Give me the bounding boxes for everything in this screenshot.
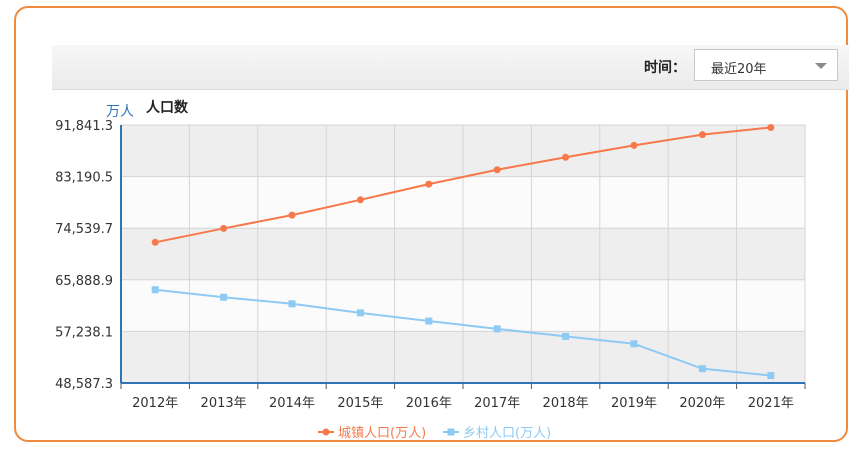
time-label: 时间： <box>644 60 686 76</box>
y-tick-label: 57,238.1 <box>55 325 113 340</box>
data-point <box>630 340 638 348</box>
x-tick-label: 2021年 <box>748 396 794 411</box>
data-point <box>220 293 228 301</box>
x-tick-label: 2018年 <box>543 396 589 411</box>
x-tick-label: 2016年 <box>406 396 452 411</box>
data-point <box>698 131 706 139</box>
legend-label: 城镇人口(万人) <box>338 426 426 441</box>
data-point <box>493 325 501 333</box>
time-range-value: 最近20年 <box>711 62 767 77</box>
data-point <box>767 372 775 380</box>
data-point <box>425 180 433 188</box>
y-axis-unit: 万人 <box>106 104 134 120</box>
data-point <box>493 166 501 174</box>
x-tick-label: 2020年 <box>679 396 725 411</box>
y-tick-label: 65,888.9 <box>55 274 113 289</box>
legend-marker <box>322 428 330 436</box>
data-point <box>288 211 296 219</box>
y-tick-label: 48,587.3 <box>55 377 113 392</box>
x-tick-label: 2019年 <box>611 396 657 411</box>
x-tick-label: 2012年 <box>132 396 178 411</box>
legend-label: 乡村人口(万人) <box>463 426 551 441</box>
data-point <box>767 123 775 131</box>
data-point <box>562 153 570 161</box>
data-point <box>151 286 159 294</box>
series-lines <box>151 123 775 380</box>
data-point <box>698 365 706 373</box>
x-tick-label: 2017年 <box>474 396 520 411</box>
series-line-urban <box>155 126 771 244</box>
y-tick-label: 74,539.7 <box>55 222 113 237</box>
data-point <box>151 238 159 246</box>
data-point <box>425 317 433 325</box>
data-point <box>630 141 638 149</box>
data-point <box>356 196 364 204</box>
axes <box>120 125 806 389</box>
x-tick-label: 2014年 <box>269 396 315 411</box>
time-range-select[interactable]: 最近20年 <box>694 49 838 81</box>
legend[interactable]: 城镇人口(万人) 乡村人口(万人) <box>318 426 551 441</box>
y-tick-labels: 48,587.3 57,238.1 65,888.9 74,539.7 83,190.5… <box>55 119 113 392</box>
chart-title: 人口数 <box>146 100 188 116</box>
series-line-rural <box>155 288 771 377</box>
x-tick-label: 2015年 <box>337 396 383 411</box>
data-point <box>220 224 228 232</box>
y-tick-label: 83,190.5 <box>55 171 113 186</box>
chevron-down-icon <box>815 63 827 69</box>
data-point <box>562 332 570 340</box>
data-point <box>356 309 364 317</box>
chart-frame <box>14 6 848 442</box>
x-tick-label: 2013年 <box>201 396 247 411</box>
legend-marker <box>447 428 455 436</box>
y-tick-label: 91,841.3 <box>55 119 113 134</box>
data-point <box>288 300 296 308</box>
x-tick-labels: 2012年 2013年 2014年 2015年 2016年 2017年 2018年 2019年… <box>132 396 794 411</box>
